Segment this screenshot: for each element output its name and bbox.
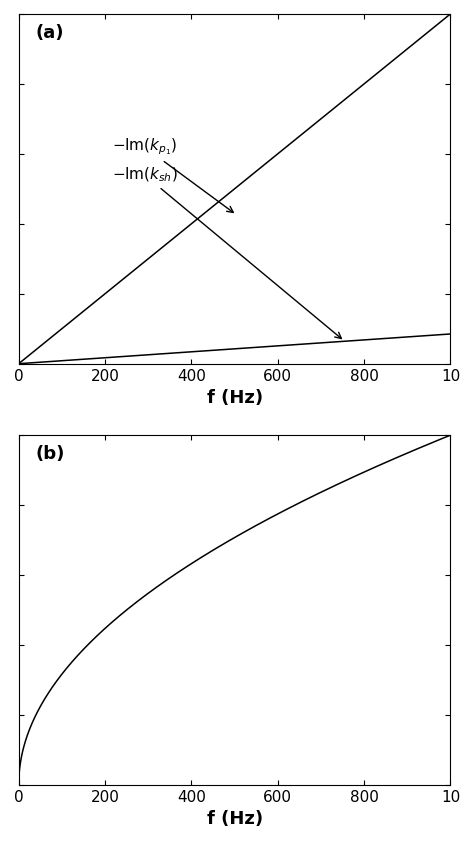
X-axis label: f (Hz): f (Hz): [207, 389, 263, 408]
Text: $-\mathrm{Im}(k_{sh})$: $-\mathrm{Im}(k_{sh})$: [111, 166, 341, 338]
Text: (b): (b): [36, 445, 65, 463]
Text: (a): (a): [36, 24, 64, 42]
X-axis label: f (Hz): f (Hz): [207, 810, 263, 829]
Text: $-\mathrm{Im}(k_{p_1})$: $-\mathrm{Im}(k_{p_1})$: [111, 136, 233, 212]
